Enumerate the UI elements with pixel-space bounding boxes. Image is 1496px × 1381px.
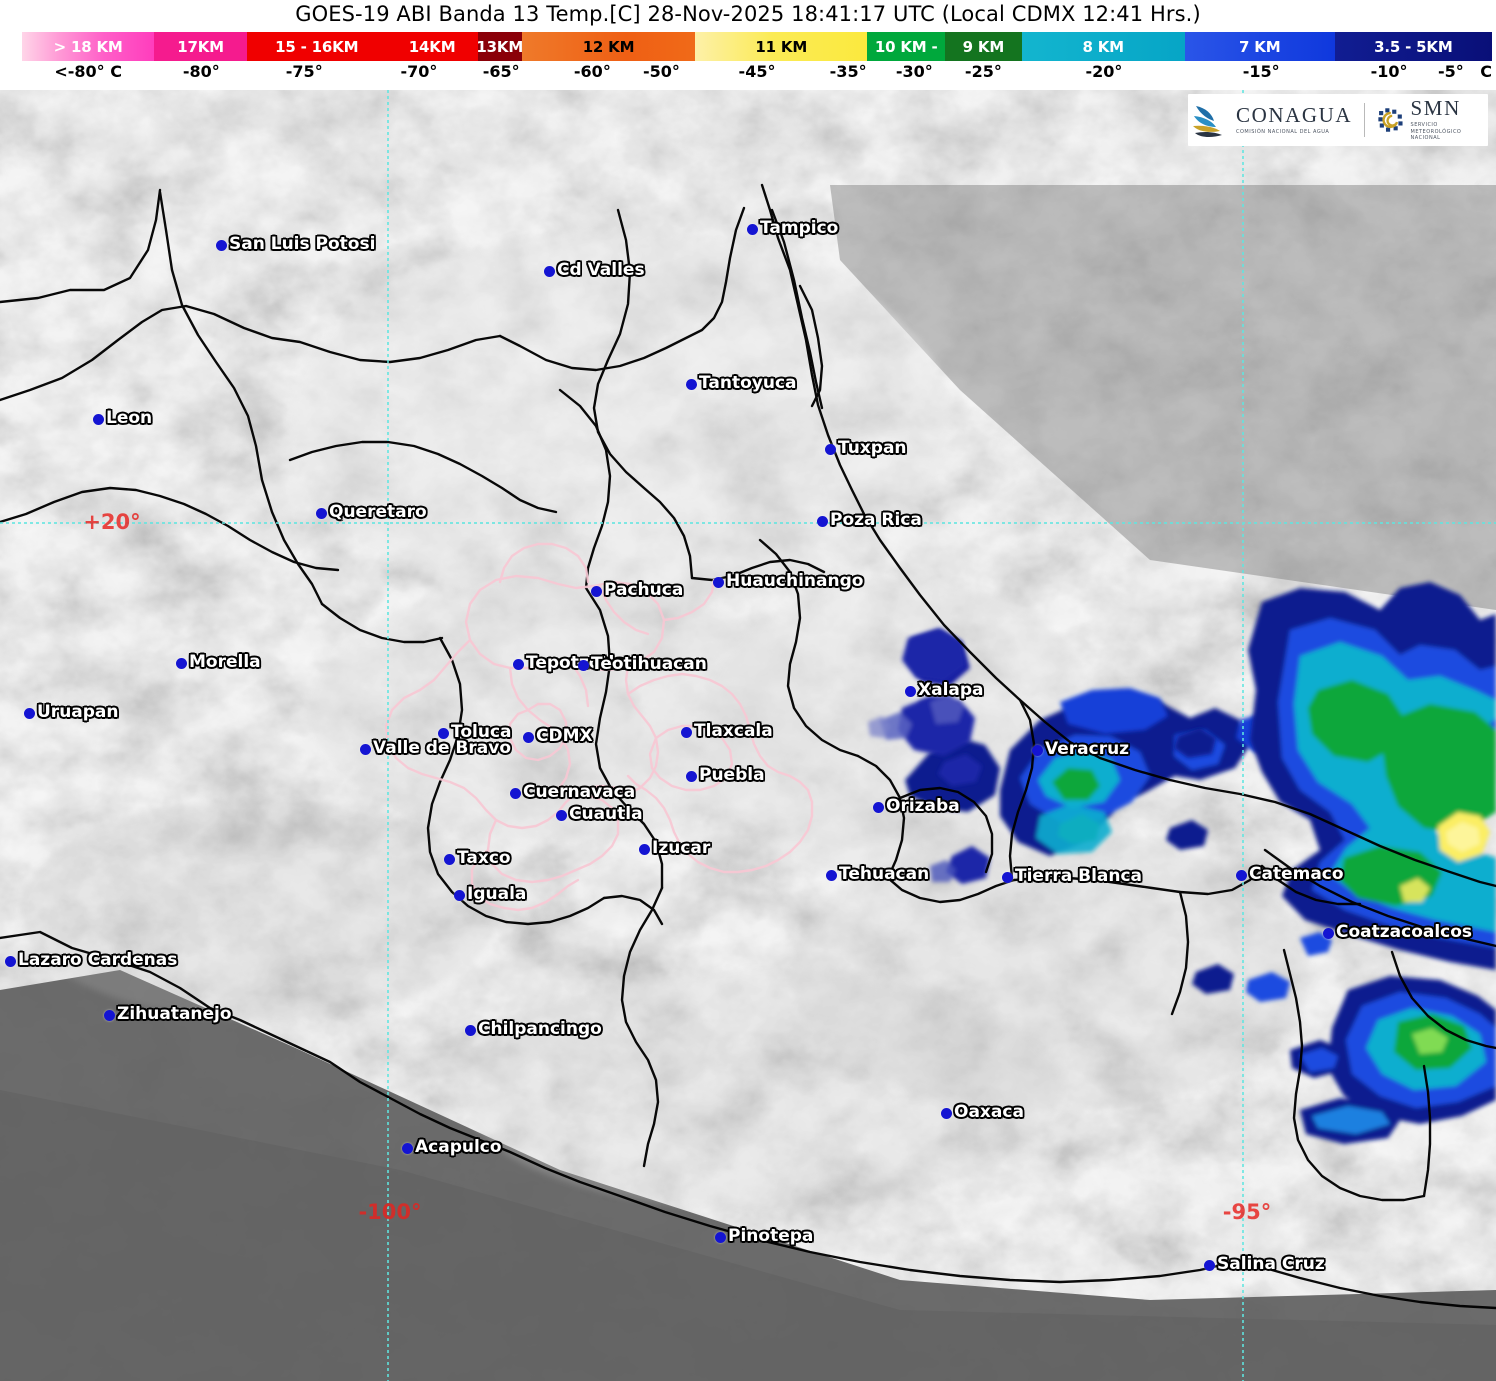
- page-title: GOES-19 ABI Banda 13 Temp.[C] 28-Nov-202…: [295, 2, 1201, 26]
- colorbar-segment: 11 KM: [695, 32, 868, 61]
- conagua-water-icon: [1193, 106, 1222, 138]
- colorbar-tick: -60°: [573, 62, 611, 81]
- conagua-logo: CONAGUA COMISIÓN NACIONAL DEL AGUA: [1188, 94, 1352, 146]
- colorbar-tick-labels: <-80° C -80° -75° -70° -65° -60° -50° -45° -35° -…: [0, 62, 1496, 86]
- colorbar-tick: C: [1480, 62, 1492, 81]
- smn-logo: SMN SERVICIO METEOROLÓGICO NACIONAL: [1377, 94, 1488, 146]
- conagua-title: CONAGUA: [1236, 102, 1353, 127]
- colorbar-segment: 13KM: [476, 32, 523, 61]
- colorbar-tick: -30°: [895, 62, 933, 81]
- satellite-map[interactable]: San Luis Potosi Cd Valles Tampico Leon Tanto…: [0, 90, 1496, 1381]
- logo-divider: [1364, 103, 1365, 137]
- smn-title: SMN: [1410, 95, 1461, 120]
- colorbar-segment: 7 KM: [1184, 32, 1335, 61]
- smn-text: SMN SERVICIO METEOROLÓGICO NACIONAL: [1410, 95, 1488, 142]
- conagua-text: CONAGUA COMISIÓN NACIONAL DEL AGUA: [1236, 102, 1353, 136]
- conagua-subtitle: COMISIÓN NACIONAL DEL AGUA: [1236, 128, 1330, 135]
- colorbar-segments: > 18 KM 17KM 15 - 16KM 14KM 13KM 12 KM 11 KM 10…: [22, 32, 1492, 61]
- colorbar-segment: 15 - 16KM: [246, 32, 387, 61]
- colorbar-segment: 17KM: [154, 32, 247, 61]
- colorbar-tick: -20°: [1085, 62, 1123, 81]
- colorbar-tick: -35°: [829, 62, 867, 81]
- colorbar-tick: -50°: [642, 62, 680, 81]
- colorbar-tick: -25°: [964, 62, 1002, 81]
- smn-spiral-icon: [1378, 108, 1403, 132]
- map-canvas: [0, 90, 1496, 1381]
- colorbar-segment: 3.5 - 5KM: [1334, 32, 1492, 61]
- agency-logo-block: CONAGUA COMISIÓN NACIONAL DEL AGUA: [1188, 94, 1488, 146]
- smn-subtitle: SERVICIO METEOROLÓGICO NACIONAL: [1410, 121, 1462, 142]
- colorbar-tick: -15°: [1242, 62, 1280, 81]
- colorbar-tick: -80°: [182, 62, 220, 81]
- colorbar-tick: -5°: [1437, 62, 1464, 81]
- colorbar-legend: > 18 KM 17KM 15 - 16KM 14KM 13KM 12 KM 11 KM 10…: [0, 29, 1496, 89]
- colorbar-tick: -10°: [1370, 62, 1408, 81]
- colorbar-segment: 10 KM -: [867, 32, 946, 61]
- colorbar-segment: > 18 KM: [22, 32, 155, 61]
- colorbar-segment: 14KM: [386, 32, 478, 61]
- colorbar-segment: 8 KM: [1021, 32, 1185, 61]
- colorbar-tick: -70°: [400, 62, 438, 81]
- colorbar-tick: -45°: [738, 62, 776, 81]
- colorbar-segment: 12 KM: [521, 32, 696, 61]
- colorbar-segment: 9 KM: [945, 32, 1022, 61]
- colorbar-tick: -75°: [285, 62, 323, 81]
- colorbar-tick: -65°: [482, 62, 520, 81]
- colorbar-tick: <-80° C: [54, 62, 122, 81]
